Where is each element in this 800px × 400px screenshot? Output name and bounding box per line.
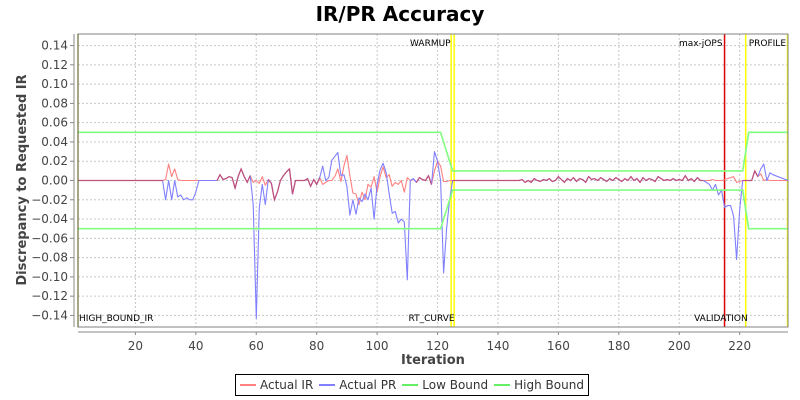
axes: 20 40 60 80 100 120 140 160 180 200 220 0.14 0.12 0.1… [31, 33, 789, 353]
series-low-bound [78, 189, 788, 230]
marker-label: WARMUP [410, 39, 451, 49]
marker-label: HIGH_BOUND_IR [79, 314, 153, 324]
legend-swatch-high-bound [494, 384, 511, 386]
marker-label: RT_CURVE [409, 314, 455, 324]
series-high-bound [78, 131, 788, 172]
series-overlap [742, 169, 759, 182]
legend-swatch-low-bound [402, 384, 419, 386]
legend-label: Actual IR [260, 378, 314, 392]
y-tick-label: 0.10 [41, 77, 68, 91]
y-tick-label: −0.06 [31, 231, 68, 245]
legend-item-actual-pr[interactable]: Actual PR [319, 378, 396, 392]
x-tick-label: 160 [547, 339, 570, 353]
series-overlap [415, 174, 433, 185]
y-tick-label: −0.02 [31, 193, 68, 207]
marker-label: PROFILE [749, 39, 787, 49]
x-tick-label: 180 [607, 339, 630, 353]
x-tick-label: 220 [728, 339, 751, 353]
x-tick-label: 60 [249, 339, 264, 353]
y-tick-label: 0.14 [41, 39, 68, 53]
legend-label: High Bound [514, 378, 584, 392]
y-tick-label: 0.08 [41, 96, 68, 110]
y-axis-title: Discrepancy to Requested IR [15, 74, 30, 285]
data-series [78, 131, 789, 319]
marker-label: max-jOPS [679, 39, 723, 49]
x-tick-label: 80 [309, 339, 324, 353]
legend-swatch-actual-ir [240, 384, 256, 386]
x-axis-title: Iteration [401, 353, 465, 368]
legend-item-high-bound[interactable]: High Bound [494, 378, 584, 392]
x-tick-label: 40 [188, 339, 203, 353]
x-tick-label: 100 [366, 339, 389, 353]
chart-title: IR/PR Accuracy [315, 2, 485, 26]
series-overlap [267, 167, 321, 202]
x-tick-label: 20 [128, 339, 143, 353]
y-tick-label: 0.02 [41, 154, 68, 168]
legend-item-low-bound[interactable]: Low Bound [402, 378, 488, 392]
legend-swatch-actual-pr [319, 384, 336, 386]
y-tick-label: −0.08 [31, 251, 68, 265]
legend-item-actual-ir[interactable]: Actual IR [240, 378, 313, 392]
legend: Actual IR Actual PR Low Bound High Bound [235, 374, 589, 396]
y-tick-label: −0.14 [31, 308, 68, 322]
y-tick-label: −0.12 [31, 289, 68, 303]
y-tick-label: −0.04 [31, 212, 68, 226]
y-tick-label: −0.10 [31, 270, 68, 284]
x-tick-label: 140 [487, 339, 510, 353]
y-tick-label: 0.00 [41, 174, 68, 188]
marker-label: VALIDATION [694, 314, 748, 324]
y-tick-label: 0.04 [41, 135, 68, 149]
y-tick-label: 0.12 [41, 58, 68, 72]
series-overlap [452, 174, 704, 184]
x-tick-label: 120 [426, 339, 449, 353]
series-overlap [216, 167, 251, 191]
legend-label: Low Bound [422, 378, 489, 392]
x-tick-label: 200 [668, 339, 691, 353]
legend-label: Actual PR [339, 378, 397, 392]
y-tick-label: 0.06 [41, 116, 68, 130]
